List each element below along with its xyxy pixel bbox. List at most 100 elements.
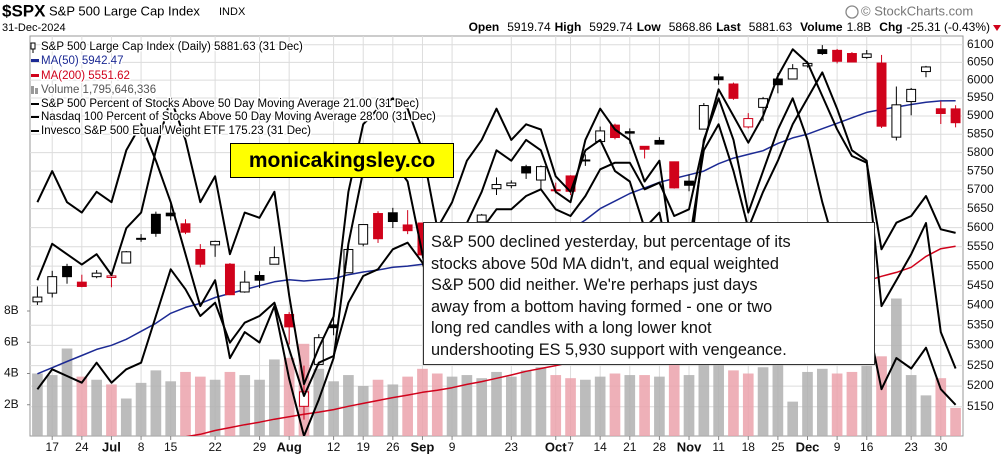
legend: S&P 500 Large Cap Index (Daily) 5881.63 … — [30, 40, 438, 139]
volume-bar — [461, 375, 473, 436]
date: 31-Dec-2024 — [2, 22, 66, 34]
volume-bar — [32, 373, 43, 436]
x-tick-label: Aug — [277, 439, 302, 454]
x-tick-label: Nov — [677, 439, 702, 454]
logo-icon — [845, 5, 859, 19]
volume-bar — [550, 375, 562, 436]
volume-bar — [224, 371, 236, 436]
volume-tick-label: 4B — [4, 366, 19, 380]
volume-bar — [654, 376, 665, 436]
candle-body — [358, 224, 369, 245]
candle-body — [506, 182, 517, 187]
legend-icon — [31, 74, 39, 77]
volume-bar — [357, 386, 369, 436]
candle-body — [521, 166, 532, 174]
legend-label: S&P 500 Percent of Stocks Above 50 Day M… — [41, 98, 419, 110]
volume-bar — [165, 381, 177, 436]
symbol: $SPX — [2, 1, 46, 20]
candle-body — [373, 213, 383, 240]
x-tick-label: 9 — [834, 440, 841, 454]
y-tick-label: 5650 — [967, 201, 994, 215]
candle-body — [210, 240, 221, 246]
y-tick-label: 5700 — [967, 182, 994, 196]
x-tick-label: 18 — [742, 440, 756, 454]
quote-value: 5868.86 — [669, 20, 713, 34]
y-tick-label: 5900 — [967, 108, 994, 122]
volume-bar — [91, 379, 102, 436]
series-line — [36, 48, 956, 397]
legend-icon — [30, 42, 36, 50]
volume-bar — [491, 371, 502, 436]
candle-body — [743, 118, 754, 128]
legend-icon — [31, 116, 39, 118]
legend-icon — [31, 59, 39, 62]
candle-body — [32, 296, 43, 303]
volume-bar — [565, 378, 576, 436]
candle-body — [861, 53, 872, 58]
volume-bar — [120, 398, 132, 436]
annotation-line: long red candles with a long lower knot — [431, 319, 712, 338]
volume-bar — [594, 376, 606, 436]
candle-body — [669, 161, 680, 189]
candle-body — [906, 88, 917, 103]
watermark: monicakingsley.co — [230, 143, 454, 178]
candle-body — [239, 281, 250, 293]
volume-bar — [239, 375, 251, 436]
y-tick-label: 5250 — [967, 358, 994, 372]
volume-bar — [180, 371, 191, 436]
volume-bar — [772, 354, 784, 436]
volume-bar — [431, 373, 443, 436]
candle-body — [846, 53, 857, 63]
quote-label: Volume — [800, 20, 843, 34]
x-tick-label: 25 — [771, 440, 785, 454]
y-tick-label: 5600 — [967, 220, 994, 234]
x-tick-label: Jul — [102, 439, 121, 454]
volume-bar — [313, 368, 325, 436]
candle-body — [610, 124, 620, 139]
x-tick-label: 22 — [208, 440, 222, 454]
copyright: © StockCharts.com — [861, 3, 973, 18]
candle-body — [950, 108, 961, 124]
candle-body — [402, 224, 413, 232]
volume-bar — [580, 379, 591, 436]
quote-value: 5881.63 — [749, 20, 793, 34]
x-tick-label: 24 — [75, 440, 89, 454]
volume-bar — [402, 376, 413, 436]
candle-body — [76, 281, 87, 287]
volume-bar — [905, 375, 917, 436]
candle-body — [106, 275, 117, 278]
x-tick-label: Sep — [411, 439, 435, 454]
candle-body — [817, 49, 828, 55]
candle-body — [832, 49, 843, 62]
volume-bar — [283, 357, 295, 436]
candle-body — [136, 237, 147, 240]
quote-value: 5929.74 — [589, 20, 633, 34]
candle-body — [269, 257, 280, 265]
x-tick-label: 21 — [623, 440, 637, 454]
quote-value: 1.8B — [847, 20, 872, 34]
candle-body — [654, 139, 665, 145]
candle-body — [728, 83, 739, 99]
y-tick-label: 5450 — [967, 278, 994, 292]
x-tick-label: 16 — [860, 440, 874, 454]
candle-body — [254, 274, 265, 281]
volume-bar — [520, 370, 532, 436]
legend-label: MA(200) 5551.62 — [41, 70, 130, 82]
volume-bar — [698, 351, 710, 436]
x-tick-label: 30 — [934, 440, 948, 454]
x-tick-label: 8 — [138, 440, 145, 454]
change-arrow — [993, 25, 1001, 31]
volume-bar — [831, 373, 843, 436]
volume-bar — [343, 375, 354, 436]
legend-label: S&P 500 Large Cap Index (Daily) 5881.63 … — [41, 41, 303, 53]
volume-bar — [417, 368, 428, 436]
volume-bar — [891, 298, 902, 436]
x-tick-label: 11 — [712, 440, 725, 454]
y-tick-label: 5850 — [967, 126, 994, 140]
annotation-line: S&P 500 declined yesterday, but percenta… — [431, 233, 791, 251]
volume-bar — [46, 375, 58, 436]
quote-value: -25.31 (-0.43%) — [907, 20, 990, 34]
volume-bar — [61, 348, 73, 436]
candle-body — [491, 184, 502, 190]
y-tick-label: 5950 — [967, 90, 994, 104]
